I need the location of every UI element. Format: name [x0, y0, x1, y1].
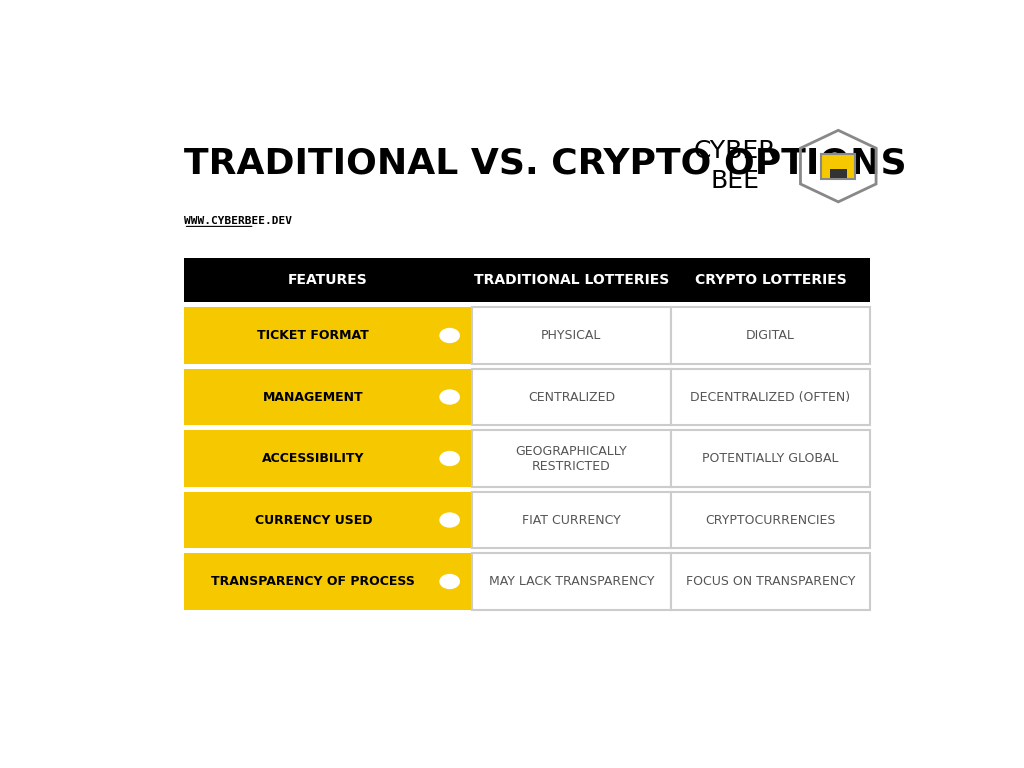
- Circle shape: [439, 389, 460, 405]
- Text: TRADITIONAL LOTTERIES: TRADITIONAL LOTTERIES: [474, 273, 669, 287]
- Text: CENTRALIZED: CENTRALIZED: [527, 390, 615, 403]
- Text: FEATURES: FEATURES: [288, 273, 368, 287]
- FancyBboxPatch shape: [472, 258, 671, 302]
- FancyBboxPatch shape: [183, 554, 472, 610]
- FancyBboxPatch shape: [472, 554, 671, 610]
- FancyBboxPatch shape: [671, 492, 870, 548]
- Circle shape: [439, 512, 460, 528]
- Text: PHYSICAL: PHYSICAL: [542, 329, 601, 342]
- Text: MAY LACK TRANSPARENCY: MAY LACK TRANSPARENCY: [488, 575, 654, 588]
- Text: CRYPTOCURRENCIES: CRYPTOCURRENCIES: [706, 514, 836, 527]
- FancyBboxPatch shape: [821, 154, 855, 179]
- Text: FIAT CURRENCY: FIAT CURRENCY: [522, 514, 621, 527]
- Text: TRANSPARENCY OF PROCESS: TRANSPARENCY OF PROCESS: [211, 575, 415, 588]
- Text: CURRENCY USED: CURRENCY USED: [255, 514, 372, 527]
- FancyBboxPatch shape: [472, 369, 671, 425]
- Circle shape: [439, 451, 460, 466]
- Text: DECENTRALIZED (OFTEN): DECENTRALIZED (OFTEN): [690, 390, 851, 403]
- FancyBboxPatch shape: [671, 430, 870, 487]
- Text: POTENTIALLY GLOBAL: POTENTIALLY GLOBAL: [702, 452, 839, 465]
- FancyBboxPatch shape: [671, 369, 870, 425]
- FancyBboxPatch shape: [829, 169, 847, 177]
- FancyBboxPatch shape: [472, 307, 671, 363]
- Text: TICKET FORMAT: TICKET FORMAT: [257, 329, 370, 342]
- Text: CRYPTO LOTTERIES: CRYPTO LOTTERIES: [694, 273, 847, 287]
- FancyBboxPatch shape: [183, 369, 472, 425]
- Text: WWW.CYBERBEE.DEV: WWW.CYBERBEE.DEV: [183, 216, 292, 226]
- Text: FOCUS ON TRANSPARENCY: FOCUS ON TRANSPARENCY: [686, 575, 855, 588]
- Text: ACCESSIBILITY: ACCESSIBILITY: [262, 452, 365, 465]
- FancyBboxPatch shape: [671, 307, 870, 363]
- FancyBboxPatch shape: [671, 554, 870, 610]
- FancyBboxPatch shape: [472, 430, 671, 487]
- FancyBboxPatch shape: [183, 492, 472, 548]
- FancyBboxPatch shape: [183, 307, 472, 363]
- Text: TRADITIONAL VS. CRYPTO OPTIONS: TRADITIONAL VS. CRYPTO OPTIONS: [183, 146, 906, 180]
- Text: MANAGEMENT: MANAGEMENT: [263, 390, 364, 403]
- Text: DIGITAL: DIGITAL: [746, 329, 795, 342]
- FancyBboxPatch shape: [671, 258, 870, 302]
- Circle shape: [439, 574, 460, 589]
- Text: GEOGRAPHICALLY
RESTRICTED: GEOGRAPHICALLY RESTRICTED: [515, 445, 628, 472]
- Circle shape: [439, 328, 460, 343]
- FancyBboxPatch shape: [183, 430, 472, 487]
- FancyBboxPatch shape: [472, 492, 671, 548]
- FancyBboxPatch shape: [183, 258, 472, 302]
- Text: CYBER
BEE: CYBER BEE: [694, 139, 776, 193]
